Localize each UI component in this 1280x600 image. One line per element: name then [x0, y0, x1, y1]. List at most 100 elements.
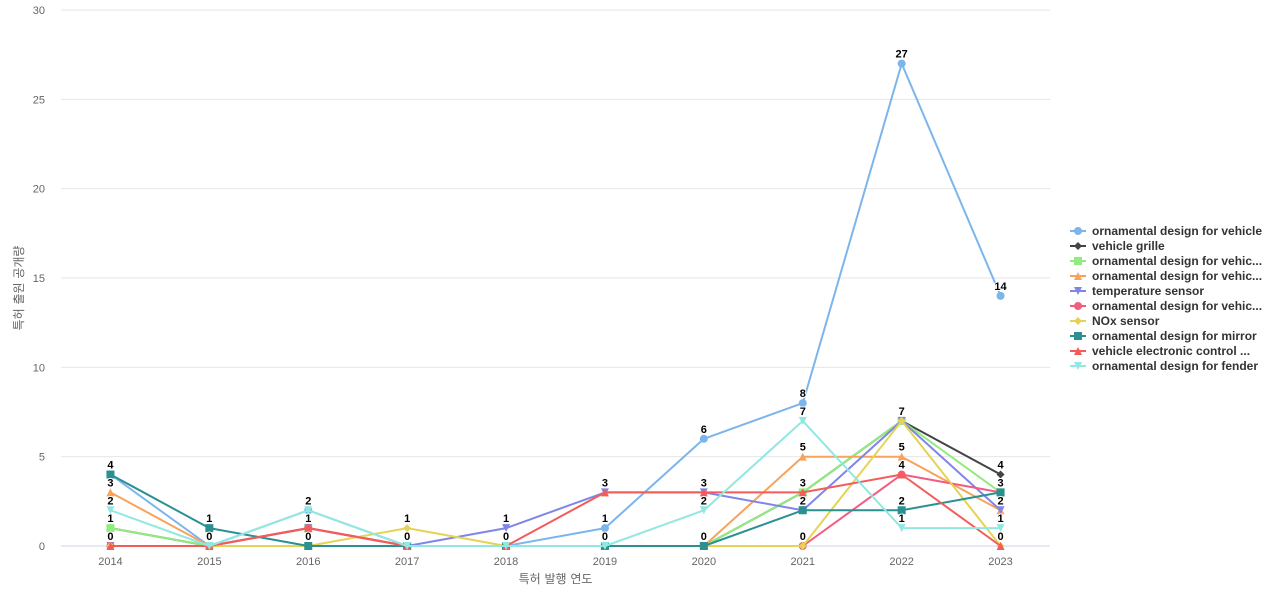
data-label: 2	[305, 495, 311, 507]
legend-symbol	[1070, 286, 1086, 295]
data-point	[996, 506, 1005, 515]
data-point	[600, 524, 609, 533]
data-label: 1	[107, 513, 113, 525]
y-gridlines	[61, 9, 1050, 547]
series-line	[109, 419, 1002, 547]
data-point	[106, 506, 115, 515]
legend-label: NOx sensor	[1092, 313, 1160, 328]
legend-item-1[interactable]: ornamental design for vehicle	[1070, 223, 1275, 238]
data-label: 4	[899, 460, 906, 472]
series-10	[106, 416, 1005, 550]
series-3	[106, 416, 1005, 550]
series-line	[109, 419, 1002, 547]
data-label: 1	[206, 513, 212, 525]
data-label: 0	[305, 531, 311, 543]
legend-item-10[interactable]: ornamental design for fender	[1070, 358, 1275, 373]
data-label: 1	[899, 513, 905, 525]
legend-label: ornamental design for vehicle	[1092, 223, 1263, 238]
legend-item-2[interactable]: vehicle grille	[1070, 238, 1275, 253]
y-tick-label: 20	[33, 184, 45, 196]
data-point	[502, 524, 511, 533]
data-label: 0	[503, 531, 509, 543]
data-label: 0	[800, 531, 806, 543]
x-tick-label: 2014	[98, 556, 122, 568]
legend-marker	[1074, 361, 1082, 370]
data-label: 27	[896, 49, 908, 61]
data-label: 3	[107, 477, 113, 489]
legend-item-5[interactable]: temperature sensor	[1070, 283, 1275, 298]
y-tick-label: 25	[33, 94, 45, 106]
data-point	[403, 542, 412, 550]
legend-marker	[1074, 241, 1082, 250]
legend-symbol	[1070, 361, 1086, 370]
series-line	[109, 473, 1002, 547]
series-5	[106, 416, 1005, 550]
legend-item-9[interactable]: vehicle electronic control ...	[1070, 343, 1275, 358]
legend-symbol	[1070, 256, 1086, 265]
legend-label: vehicle grille	[1092, 238, 1165, 253]
data-label: 7	[899, 406, 905, 418]
legend-item-6[interactable]: ornamental design for vehic...	[1070, 298, 1275, 313]
data-point	[897, 59, 906, 68]
series-group	[106, 59, 1005, 550]
data-label: 2	[997, 495, 1003, 507]
data-label: 0	[997, 531, 1003, 543]
series-7	[106, 416, 1005, 550]
data-point	[996, 542, 1005, 550]
y-tick-label: 5	[39, 452, 45, 464]
legend-symbol	[1070, 226, 1086, 235]
legend-label: ornamental design for vehic...	[1092, 298, 1263, 313]
series-line	[109, 62, 1002, 547]
data-point	[798, 542, 807, 550]
data-point	[600, 542, 609, 550]
data-label: 3	[701, 477, 707, 489]
legend-marker	[1074, 271, 1082, 280]
data-label: 0	[404, 531, 410, 543]
legend-item-7[interactable]: NOx sensor	[1070, 313, 1275, 328]
x-tick-label: 2021	[791, 556, 815, 568]
data-point	[798, 506, 807, 515]
data-point	[798, 416, 807, 425]
x-tick-label: 2017	[395, 556, 419, 568]
x-axis-title: 특허 발행 연도	[519, 571, 593, 586]
legend-item-8[interactable]: ornamental design for mirror	[1070, 328, 1275, 343]
data-label: 2	[107, 495, 113, 507]
data-label: 0	[701, 531, 707, 543]
data-label: 2	[701, 495, 707, 507]
data-label: 5	[899, 442, 905, 454]
data-point	[699, 506, 708, 515]
legend-marker	[1074, 226, 1082, 235]
legend-marker	[1074, 316, 1082, 325]
legend-item-3[interactable]: ornamental design for vehic...	[1070, 253, 1275, 268]
series-line	[109, 419, 1002, 547]
data-point	[996, 291, 1005, 300]
legend-label: ornamental design for vehic...	[1092, 253, 1263, 268]
legend-label: ornamental design for fender	[1092, 358, 1259, 373]
legend-label: vehicle electronic control ...	[1092, 343, 1251, 358]
data-label: 5	[800, 442, 806, 454]
y-tick-label: 10	[33, 362, 45, 374]
data-point	[699, 542, 708, 550]
data-label: 3	[800, 477, 806, 489]
data-point	[600, 488, 609, 497]
series-line	[109, 419, 1002, 547]
x-tick-label: 2022	[889, 556, 913, 568]
data-point	[304, 524, 313, 533]
data-label: 1	[305, 513, 311, 525]
x-tick-label: 2018	[494, 556, 518, 568]
data-label: 3	[602, 477, 608, 489]
legend-item-4[interactable]: ornamental design for vehic...	[1070, 268, 1275, 283]
legend-marker	[1074, 331, 1082, 340]
data-label: 0	[602, 531, 608, 543]
data-point	[798, 488, 807, 497]
x-tick-label: 2019	[593, 556, 617, 568]
x-tick-label: 2023	[988, 556, 1012, 568]
legend-label: ornamental design for mirror	[1092, 328, 1257, 343]
data-point	[502, 542, 511, 550]
data-point	[699, 434, 708, 443]
series-2	[106, 416, 1005, 550]
data-point	[897, 506, 906, 515]
data-label: 0	[107, 531, 113, 543]
